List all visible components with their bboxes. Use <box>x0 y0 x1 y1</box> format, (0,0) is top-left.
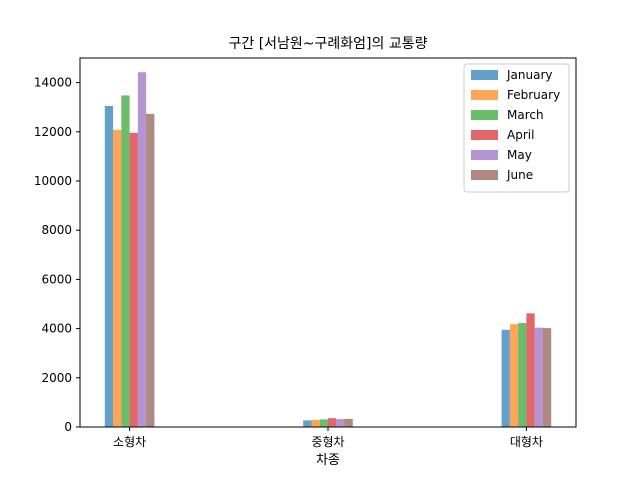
y-tick-label: 8000 <box>41 223 72 237</box>
bar-중형차-june <box>344 418 353 427</box>
legend-label: January <box>506 68 553 82</box>
bar-중형차-march <box>319 419 328 427</box>
bar-대형차-june <box>542 328 552 427</box>
bar-대형차-april <box>526 313 535 427</box>
bar-소형차-april <box>129 132 138 427</box>
bar-소형차-june <box>146 113 155 427</box>
legend-swatch <box>471 90 498 100</box>
x-tick-label: 중형차 <box>311 435 344 449</box>
legend-label: February <box>507 88 560 102</box>
legend-swatch <box>471 170 498 180</box>
bar-소형차-january <box>104 105 114 427</box>
legend-swatch <box>471 150 498 160</box>
legend: January February March April May June <box>463 63 570 193</box>
legend-label: April <box>507 128 534 142</box>
bar-대형차-february <box>509 324 519 427</box>
bar-소형차-february <box>113 129 122 427</box>
bar-중형차-january <box>303 420 312 427</box>
legend-swatch <box>471 110 498 120</box>
y-tick-label: 10000 <box>34 174 72 188</box>
x-tick-label: 대형차 <box>510 435 543 449</box>
y-tick-label: 6000 <box>41 272 72 286</box>
bar-중형차-may <box>336 419 345 427</box>
legend-label: May <box>507 148 532 162</box>
bar-중형차-february <box>311 419 320 427</box>
bar-소형차-may <box>137 72 147 427</box>
y-tick-label: 2000 <box>41 371 72 385</box>
bar-중형차-april <box>328 418 337 427</box>
legend-swatch <box>471 70 498 80</box>
chart-title: 구간 [서남원~구례화엄]의 교통량 <box>229 36 428 52</box>
y-tick-label: 4000 <box>41 322 72 336</box>
x-axis: 소형차 중형차 대형차 <box>113 427 543 449</box>
x-tick-label: 소형차 <box>113 435 146 449</box>
y-tick-label: 0 <box>64 420 72 434</box>
y-tick-label: 14000 <box>34 76 72 90</box>
bar-소형차-march <box>121 95 130 427</box>
legend-label: June <box>506 168 533 182</box>
bar-대형차-march <box>518 322 527 427</box>
y-tick-label: 12000 <box>34 125 72 139</box>
legend-label: March <box>507 108 544 122</box>
y-axis: 0 2000 4000 6000 8000 10000 12000 14000 <box>34 76 80 434</box>
bar-대형차-january <box>501 329 510 427</box>
bar-대형차-may <box>534 327 543 427</box>
x-axis-title: 차종 <box>316 453 340 468</box>
legend-swatch <box>471 130 498 140</box>
bars-layer <box>104 72 552 427</box>
